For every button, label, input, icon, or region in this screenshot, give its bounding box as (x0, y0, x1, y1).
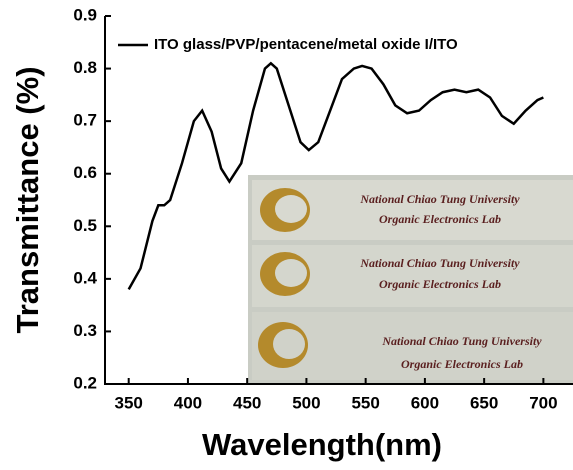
x-axis-title: Wavelength(nm) (202, 427, 442, 462)
x-tick-label: 650 (470, 393, 498, 412)
inset-text: Organic Electronics Lab (379, 277, 501, 291)
y-tick-label: 0.3 (73, 321, 97, 340)
inset-text: National Chiao Tung University (359, 192, 520, 206)
y-tick-label: 0.2 (73, 373, 97, 392)
y-tick-label: 0.6 (73, 163, 97, 182)
inset-text: Organic Electronics Lab (379, 212, 501, 226)
inset-text: Organic Electronics Lab (401, 357, 523, 371)
inset-photo: National Chiao Tung University Organic E… (248, 175, 573, 383)
y-tick-label: 0.7 (73, 111, 97, 130)
y-tick-label: 0.5 (73, 216, 97, 235)
emblem (273, 329, 305, 359)
x-tick-label: 700 (529, 393, 557, 412)
emblem (275, 259, 307, 287)
y-tick-label: 0.9 (73, 5, 97, 24)
y-axis-title: Transmittance (%) (10, 66, 45, 333)
x-tick-label: 450 (233, 393, 261, 412)
x-tick-label: 550 (351, 393, 379, 412)
inset-text: National Chiao Tung University (381, 334, 542, 348)
chart: National Chiao Tung University Organic E… (0, 0, 573, 470)
emblem (275, 195, 307, 223)
y-tick-label: 0.4 (73, 268, 97, 287)
legend-label: ITO glass/PVP/pentacene/metal oxide I/IT… (154, 36, 458, 53)
x-tick-label: 500 (292, 393, 320, 412)
x-tick-label: 600 (411, 393, 439, 412)
inset-text: National Chiao Tung University (359, 256, 520, 270)
x-tick-label: 400 (174, 393, 202, 412)
x-tick-label: 350 (115, 393, 143, 412)
y-tick-label: 0.8 (73, 58, 97, 77)
